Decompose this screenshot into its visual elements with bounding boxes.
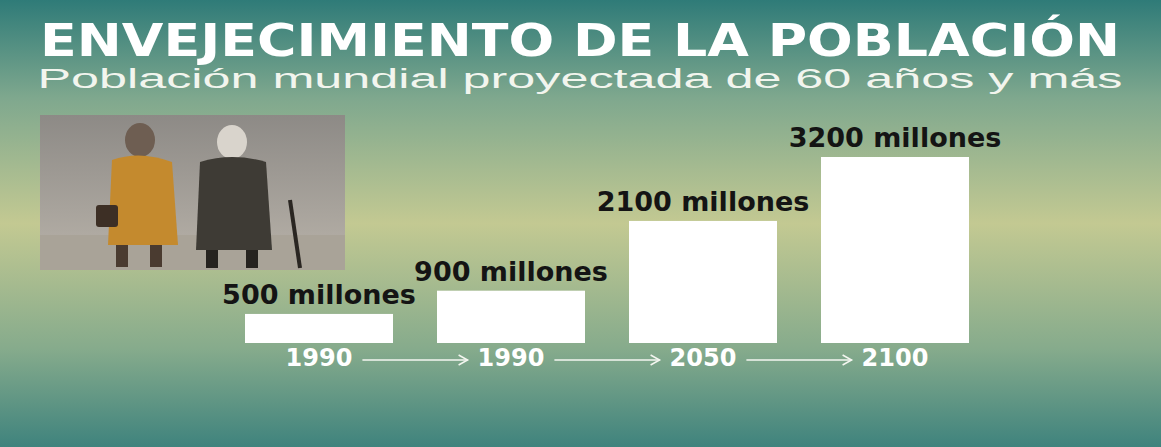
data-label: 900 millones [414, 256, 608, 287]
arrow [362, 359, 467, 361]
background [0, 0, 1161, 447]
photo-figure [206, 250, 218, 268]
category-label: 1990 [478, 344, 545, 372]
photo-figure [116, 245, 128, 267]
category-label: 2050 [670, 344, 737, 372]
chart: ENVEJECIMIENTO DE LA POBLACIÓNPoblación … [0, 0, 1161, 447]
photo [40, 115, 345, 270]
subtitle: Población mundial proyectada de 60 años … [38, 64, 1123, 94]
data-label: 2100 millones [597, 186, 810, 217]
arrow [746, 359, 851, 361]
bar [821, 157, 969, 343]
photo-figure [196, 157, 272, 250]
arrow-head [459, 355, 468, 365]
bar [629, 221, 777, 343]
arrow-head [843, 355, 852, 365]
photo-figure [217, 125, 247, 159]
photo-figure [96, 205, 118, 227]
photo-figure [150, 245, 162, 267]
bar [245, 314, 393, 343]
title: ENVEJECIMIENTO DE LA POBLACIÓN [40, 14, 1120, 66]
photo-figure [125, 123, 155, 157]
bar [437, 291, 585, 343]
category-label: 2100 [862, 344, 929, 372]
category-label: 1990 [286, 344, 353, 372]
photo-figure [108, 155, 178, 245]
arrow-head [651, 355, 660, 365]
arrow [554, 359, 659, 361]
photo-cane [290, 200, 300, 268]
data-label: 3200 millones [789, 122, 1002, 153]
plot-area [245, 157, 969, 343]
photo-figure [246, 250, 258, 268]
photo-frame [40, 115, 345, 270]
data-label: 500 millones [222, 279, 416, 310]
